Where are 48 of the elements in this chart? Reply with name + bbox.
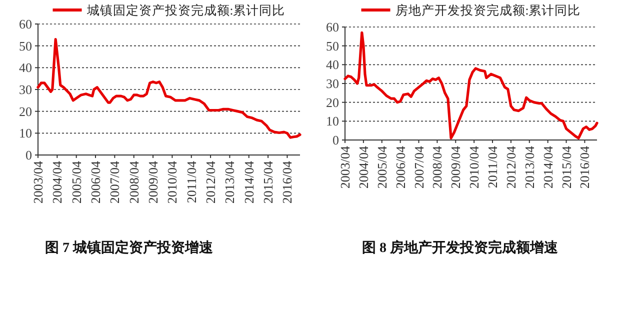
y-tick-label: 40 — [19, 60, 32, 76]
x-tick-label: 2007/04 — [411, 146, 426, 189]
x-tick-label: 2008/04 — [430, 146, 445, 189]
x-tick-label: 2010/04 — [164, 160, 180, 204]
x-tick-label: 2015/04 — [558, 146, 574, 189]
y-tick-label: 20 — [19, 104, 32, 119]
x-tick-label: 2016/04 — [577, 146, 592, 189]
text: 图 7 城镇固定资产投资增速 — [45, 239, 214, 256]
x-tick-label: 2003/04 — [30, 160, 46, 204]
x-tick-label: 2005/04 — [374, 146, 390, 189]
y-tick-label: 50 — [326, 38, 339, 54]
x-tick-label: 2011/04 — [485, 146, 500, 188]
x-tick-label: 2004/04 — [50, 160, 65, 204]
x-tick-label: 2013/04 — [222, 160, 238, 204]
x-tick-label: 2010/04 — [466, 146, 482, 189]
x-tick-label: 2016/04 — [280, 160, 295, 204]
y-tick-label: 0 — [26, 148, 32, 162]
text: 图 8 房地产开发投资完成额增速 — [362, 239, 559, 256]
y-tick-label: 60 — [326, 20, 339, 34]
x-tick-label: 2006/04 — [88, 160, 104, 204]
x-tick-label: 2012/04 — [203, 160, 218, 204]
y-tick-label: 40 — [326, 57, 339, 72]
x-tick-label: 2012/04 — [503, 146, 518, 189]
x-tick-label: 2015/04 — [260, 160, 276, 204]
x-tick-label: 2014/04 — [540, 146, 556, 189]
y-tick-label: 30 — [19, 82, 32, 97]
legend-label: 城镇固定资产投资完成额:累计同比 — [86, 2, 286, 18]
legend-label: 房地产开发投资完成额:累计同比 — [395, 2, 581, 18]
x-tick-label: 2005/04 — [68, 160, 84, 204]
legend: 城镇固定资产投资完成额:累计同比 — [52, 4, 286, 18]
x-tick-label: 2006/04 — [392, 146, 408, 189]
x-tick-label: 2009/04 — [448, 146, 464, 189]
y-tick-label: 50 — [19, 38, 32, 54]
x-tick-label: 2009/04 — [146, 160, 161, 204]
x-tick-label: 2014/04 — [241, 160, 256, 204]
legend: 房地产开发投资完成额:累计同比 — [361, 4, 581, 18]
x-tick-label: 2008/04 — [126, 160, 142, 204]
x-tick-label: 2007/04 — [107, 160, 122, 204]
x-tick-label: 2003/04 — [338, 146, 352, 189]
y-tick-label: 10 — [19, 126, 32, 141]
y-tick-label: 0 — [332, 132, 339, 148]
y-tick-label: 30 — [326, 76, 339, 91]
y-tick-label: 20 — [326, 94, 339, 110]
x-tick-label: 2004/04 — [356, 146, 371, 189]
x-tick-label: 2013/04 — [522, 146, 537, 189]
y-tick-label: 10 — [326, 114, 339, 129]
x-tick-label: 2011/04 — [184, 160, 199, 204]
y-tick-label: 60 — [19, 16, 32, 32]
